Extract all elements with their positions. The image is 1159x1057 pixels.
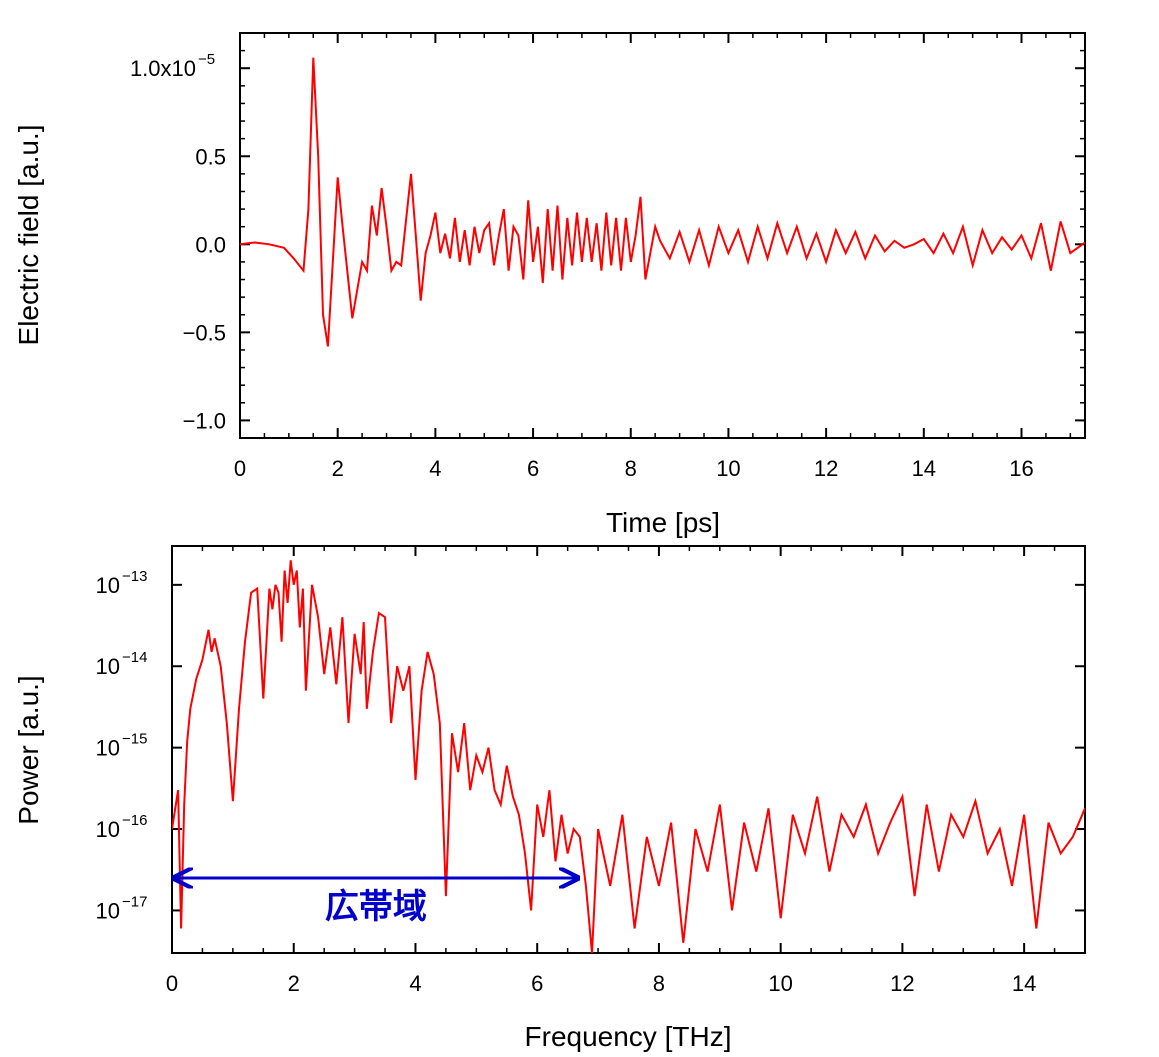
top-y-tick-label: 0.0 (195, 232, 226, 257)
top-x-tick-label: 0 (234, 456, 246, 481)
bottom-series-line (172, 560, 1085, 953)
top-series-line (240, 57, 1085, 347)
top-x-tick-label: 14 (912, 456, 936, 481)
top-x-tick-label: 4 (429, 456, 441, 481)
bottom-y-tick-exponent: −15 (122, 731, 147, 748)
bottom-y-tick-exponent: −14 (122, 649, 147, 666)
top-y-tick-label: −0.5 (183, 320, 226, 345)
top-y-tick-exponent: −5 (198, 51, 215, 68)
bottom-y-tick-label: 10 (96, 654, 120, 679)
bandwidth-annotation-label: 広帯域 (325, 887, 427, 927)
bottom-x-tick-label: 2 (288, 971, 300, 996)
bottom-y-tick-exponent: −16 (122, 812, 147, 829)
top-y-axis-title: Electric field [a.u.] (13, 125, 44, 346)
top-x-tick-label: 16 (1009, 456, 1033, 481)
bottom-y-tick-exponent: −13 (122, 568, 147, 585)
bottom-x-ticks: 0 2 4 6 8 10 12 14 (166, 546, 1056, 996)
bottom-y-axis-title: Power [a.u.] (13, 675, 44, 824)
bottom-x-axis-title: Frequency [THz] (525, 1021, 732, 1052)
bottom-x-tick-label: 12 (890, 971, 914, 996)
bottom-x-tick-label: 10 (768, 971, 792, 996)
bottom-x-tick-label: 4 (409, 971, 421, 996)
top-y-ticks: 1.0x10 −5 0.5 0.0 −0.5 −1.0 (130, 49, 1085, 433)
top-x-tick-label: 2 (332, 456, 344, 481)
top-y-tick-label: 0.5 (195, 144, 226, 169)
top-y-tick-label: 1.0x10 (130, 56, 196, 81)
bottom-y-tick-label: 10 (96, 817, 120, 842)
top-y-tick-label: −1.0 (183, 408, 226, 433)
top-plot-frame (239, 32, 1086, 439)
top-x-tick-label: 8 (625, 456, 637, 481)
top-x-tick-label: 10 (716, 456, 740, 481)
top-x-axis-title: Time [ps] (606, 507, 720, 538)
bottom-y-tick-label: 10 (96, 898, 120, 923)
bottom-y-tick-label: 10 (96, 736, 120, 761)
bottom-y-tick-label: 10 (96, 573, 120, 598)
bottom-y-tick-exponent: −17 (122, 893, 147, 910)
time-domain-chart: 0 2 4 6 8 10 12 14 16 1.0x10 −5 0.5 0.0 −0.5 −1.0 Tim… (13, 32, 1086, 538)
bottom-x-tick-label: 0 (166, 971, 178, 996)
bottom-x-tick-label: 8 (653, 971, 665, 996)
top-x-ticks: 0 2 4 6 8 10 12 14 16 (234, 33, 1072, 481)
top-x-tick-label: 12 (814, 456, 838, 481)
bottom-x-tick-label: 14 (1012, 971, 1036, 996)
bottom-x-tick-label: 6 (531, 971, 543, 996)
bottom-plot-frame (171, 545, 1086, 954)
top-x-tick-label: 6 (527, 456, 539, 481)
